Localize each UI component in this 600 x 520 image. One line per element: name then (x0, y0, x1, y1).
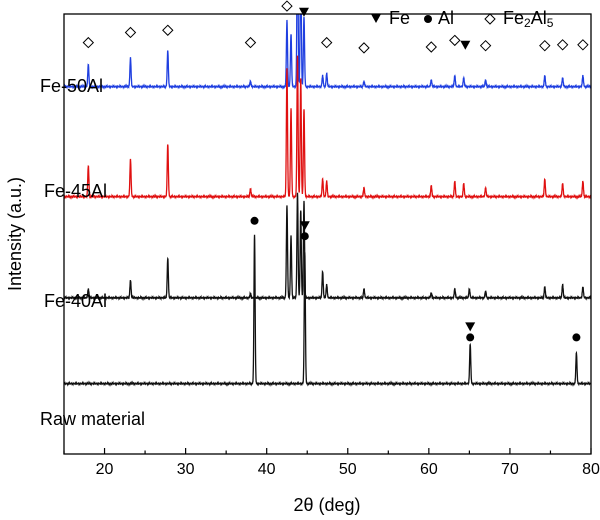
legend: Fe Al Fe2Al5 (371, 8, 554, 30)
x-tick-label: 40 (258, 461, 276, 478)
fe2al5-marker (124, 26, 137, 39)
series-line (64, 234, 591, 387)
series-label: Raw material (40, 409, 145, 429)
plot-frame (63, 13, 592, 455)
x-axis: 20 30 40 50 60 70 80 (63, 448, 600, 478)
fe2al5-marker (358, 42, 370, 54)
fe2al5-marker (425, 41, 437, 53)
legend-fe-label: Fe (389, 8, 410, 28)
legend-al-marker (424, 15, 432, 23)
al-marker (250, 216, 259, 225)
series-line (64, 14, 591, 90)
fe2al5-marker (320, 36, 333, 49)
series-label: Fe-40Al (44, 291, 107, 311)
series-label: Fe-50Al (40, 76, 103, 96)
series-label: Fe-45Al (44, 181, 107, 201)
fe2al5-marker (244, 36, 257, 49)
legend-fe2al5-label: Fe2Al5 (503, 8, 554, 30)
markers-layer (82, 0, 589, 342)
fe-marker (299, 221, 310, 231)
series-layer (64, 14, 591, 387)
x-tick-label: 70 (501, 461, 519, 478)
fe2al5-marker (577, 39, 589, 51)
fe2al5-marker (539, 39, 551, 52)
fe2al5-marker (281, 0, 293, 12)
series-labels: Fe-50Al Fe-45Al Fe-40Al Raw material (40, 76, 145, 429)
fe2al5-marker (449, 34, 461, 47)
legend-fe-marker (371, 14, 381, 23)
al-marker (572, 333, 581, 342)
al-marker (466, 333, 475, 342)
x-tick-label: 30 (177, 461, 195, 478)
x-tick-label: 20 (96, 461, 114, 478)
fe2al5-marker (82, 36, 95, 49)
series-line (64, 55, 591, 200)
fe2al5-marker (162, 24, 174, 36)
y-axis-label: Intensity (a.u.) (5, 177, 25, 291)
x-tick-label: 60 (420, 461, 438, 478)
fe-marker (298, 7, 309, 17)
x-tick-label: 50 (339, 461, 357, 478)
x-axis-label: 2θ (deg) (293, 495, 360, 515)
series-line (64, 192, 591, 302)
fe2al5-marker (479, 39, 492, 52)
fe-marker (465, 322, 476, 332)
fe-marker (460, 40, 471, 50)
fe2al5-marker (556, 39, 569, 51)
legend-fe2al5-marker (484, 13, 496, 25)
x-tick-label: 80 (582, 461, 600, 478)
al-marker (300, 232, 309, 241)
legend-al-label: Al (438, 8, 454, 28)
